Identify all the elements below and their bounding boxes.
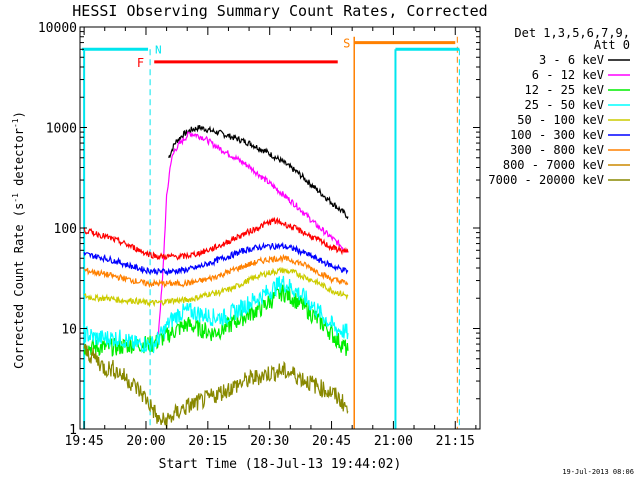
legend-entry-label: 100 - 300 keV — [510, 128, 604, 142]
x-tick-label: 20:45 — [312, 434, 351, 449]
x-tick-label: 20:30 — [250, 434, 289, 449]
series-line-50-100-kev — [83, 267, 349, 308]
series-line-100-300-kev — [83, 241, 349, 276]
series-line-6-12-kev — [155, 131, 349, 338]
flag-label-s: S — [343, 37, 350, 51]
y-axis-label-sup1: -1 — [11, 193, 20, 203]
y-tick-label: 10000 — [38, 21, 77, 36]
y-axis-label-mid: detector — [12, 128, 26, 193]
y-axis-label-end: ) — [12, 111, 26, 118]
y-tick-label: 100 — [54, 222, 77, 237]
legend-entry-label: 800 - 7000 keV — [503, 158, 604, 172]
legend-entry-label: 12 - 25 keV — [525, 83, 604, 97]
legend-entry-label: 3 - 6 keV — [539, 53, 604, 67]
legend-entry-label: 6 - 12 keV — [532, 68, 604, 82]
y-axis-label: Corrected Count Rate (s-1 detector-1) — [11, 111, 26, 369]
flag-label-f: F — [137, 56, 144, 70]
legend-entry-label: 300 - 800 keV — [510, 143, 604, 157]
series-line-7000-20000-kev — [83, 344, 349, 429]
chart-title: HESSI Observing Summary Count Rates, Cor… — [72, 2, 487, 20]
x-tick-label: 20:15 — [188, 434, 227, 449]
series-layer — [83, 125, 349, 429]
y-axis-label-sup2: -1 — [11, 118, 20, 128]
x-tick-label: 21:15 — [436, 434, 475, 449]
flag-layer: NF S — [82, 37, 460, 429]
legend-entry-label: 50 - 100 keV — [517, 113, 604, 127]
tick-layer: 1 10 100 1000 10000 19:45 20:00 20:15 20:30 20:45… — [38, 21, 480, 449]
legend-header-line2: Att 0 — [594, 38, 630, 52]
y-tick-label: 1 — [69, 423, 77, 438]
x-axis-label: Start Time (18-Jul-13 19:44:02) — [159, 457, 402, 472]
x-tick-label: 19:45 — [65, 434, 104, 449]
x-tick-label: 21:00 — [374, 434, 413, 449]
legend-entry-label: 7000 - 20000 keV — [488, 173, 604, 187]
y-tick-label: 1000 — [46, 122, 77, 137]
footer-date: 19-Jul-2013 08:06 — [562, 468, 634, 476]
legend-entry-label: 25 - 50 keV — [525, 98, 604, 112]
series-line-red-level — [83, 216, 349, 261]
legend-header-line1: Det 1,3,5,6,7,9, — [514, 26, 630, 40]
series-line-3-6-kev — [168, 125, 349, 220]
y-axis-label-main: Corrected Count Rate (s — [12, 203, 26, 369]
series-line-300-800-kev — [83, 253, 349, 289]
x-tick-label: 20:00 — [126, 434, 165, 449]
y-tick-label: 10 — [61, 323, 77, 338]
flag-label-n: N — [155, 43, 162, 56]
series-line-25-50-kev — [83, 275, 349, 354]
